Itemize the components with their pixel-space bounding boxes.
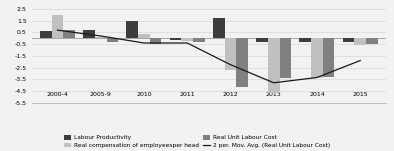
Bar	[170, 38, 181, 40]
Bar	[256, 38, 268, 42]
Bar	[225, 38, 236, 70]
Bar	[83, 30, 95, 38]
Bar	[354, 38, 366, 45]
Bar	[95, 37, 106, 38]
Bar	[268, 38, 279, 93]
Bar	[63, 30, 75, 38]
Bar	[323, 38, 335, 77]
Bar	[52, 15, 63, 38]
Bar	[126, 21, 138, 38]
Bar	[213, 18, 225, 38]
Bar	[236, 38, 248, 87]
Bar	[40, 31, 52, 38]
Bar	[299, 38, 311, 42]
Bar	[343, 38, 354, 42]
Bar	[193, 38, 205, 42]
Bar	[279, 38, 291, 78]
Bar	[138, 34, 150, 38]
Bar	[150, 38, 162, 44]
Bar	[106, 38, 118, 42]
Legend: Labour Productivity, Real compensation of employeesper head, Real Unit Labour Co: Labour Productivity, Real compensation o…	[64, 135, 330, 148]
Bar	[311, 38, 323, 78]
Bar	[366, 38, 378, 44]
Bar	[181, 38, 193, 41]
